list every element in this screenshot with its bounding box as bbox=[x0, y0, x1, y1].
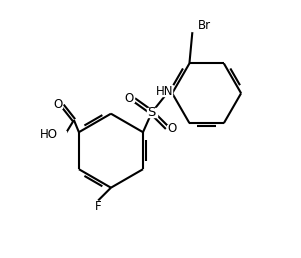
Bar bbox=[157, 88, 172, 96]
Bar bbox=[51, 131, 66, 139]
Text: HO: HO bbox=[40, 128, 58, 141]
Text: O: O bbox=[53, 98, 63, 111]
Bar bbox=[94, 201, 102, 209]
Text: F: F bbox=[95, 200, 101, 213]
Text: Br: Br bbox=[198, 19, 211, 32]
Bar bbox=[125, 94, 134, 102]
Text: HN: HN bbox=[156, 85, 173, 99]
Bar bbox=[52, 100, 62, 108]
Bar bbox=[147, 108, 157, 117]
Text: S: S bbox=[147, 106, 156, 119]
Text: O: O bbox=[167, 123, 176, 135]
Bar bbox=[191, 23, 204, 31]
Text: O: O bbox=[125, 92, 134, 105]
Bar bbox=[167, 125, 176, 133]
